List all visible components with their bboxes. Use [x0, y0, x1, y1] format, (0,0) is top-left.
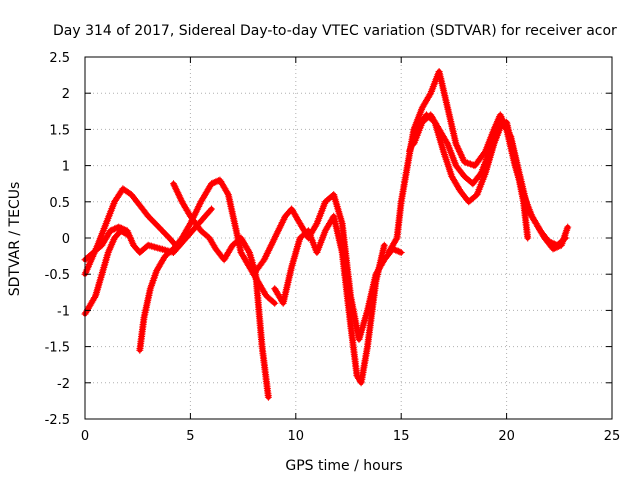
series-band: [411, 112, 531, 241]
y-tick-label: -1: [57, 304, 70, 319]
x-tick-label: 15: [393, 429, 410, 444]
series-markers: [81, 185, 180, 278]
plot-series: [81, 68, 572, 401]
series-markers: [406, 111, 572, 253]
y-tick-label: 2.5: [49, 51, 70, 66]
x-tick-label: 0: [81, 429, 89, 444]
series-markers: [170, 180, 272, 401]
x-tick-label: 25: [604, 429, 621, 444]
axis-ticks: [84, 56, 613, 420]
y-tick-label: 0.5: [49, 196, 70, 211]
y-tick-label: 0: [62, 232, 70, 247]
y-tick-label: -2: [57, 377, 70, 392]
grid: [85, 57, 612, 419]
series-satellite-track-5: [170, 180, 272, 401]
series-band: [407, 112, 571, 252]
y-tick-label: 2: [62, 87, 70, 102]
y-tick-label: -1.5: [45, 341, 70, 356]
y-tick-label: 1: [62, 160, 70, 175]
x-tick-label: 20: [498, 429, 515, 444]
chart-title: Day 314 of 2017, Sidereal Day-to-day VTE…: [53, 23, 617, 39]
x-tick-labels: 0 5 10 15 20 25: [81, 429, 620, 444]
x-axis-label: GPS time / hours: [285, 458, 402, 474]
y-tick-label: -0.5: [45, 268, 70, 283]
y-tick-labels: -2.5 -2 -1.5 -1 -0.5 0 0.5 1 1.5 2 2.5: [45, 51, 70, 428]
series-satellite-track-7: [271, 212, 388, 387]
x-tick-label: 10: [288, 429, 305, 444]
plot-frame: [84, 56, 613, 420]
series-satellite-track-9: [406, 111, 572, 253]
x-tick-label: 5: [186, 429, 194, 444]
y-tick-label: 1.5: [49, 123, 70, 138]
series-satellite-track-10: [410, 111, 532, 242]
y-tick-label: -2.5: [45, 413, 70, 428]
series-markers: [271, 212, 388, 387]
y-axis-label: SDTVAR / TECUs: [7, 182, 23, 297]
series-markers: [410, 111, 532, 242]
series-satellite-track-1: [81, 185, 180, 278]
